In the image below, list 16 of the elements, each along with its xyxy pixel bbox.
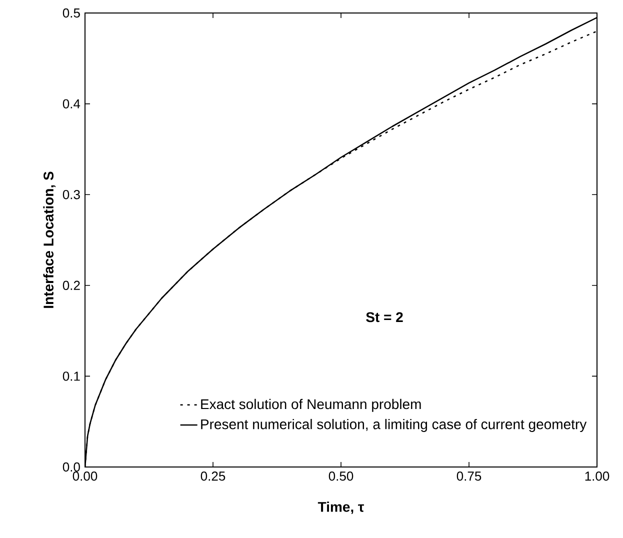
y-tick-label: 0.1 <box>62 372 80 381</box>
x-tick-label: 0.75 <box>456 472 482 481</box>
y-tick-label: 0.4 <box>62 99 80 108</box>
y-axis-title: Interface Location, S <box>43 172 56 308</box>
annotation: St = 2 <box>366 312 403 322</box>
y-tick-label: 0.0 <box>62 462 80 472</box>
legend-label: Present numerical solution, a limiting case of current geometry <box>201 418 587 432</box>
x-tick-label: 1.00 <box>585 472 610 481</box>
y-tick-label: 0.3 <box>62 190 80 200</box>
x-tick-label: 0.00 <box>72 472 98 481</box>
x-tick-label: 0.50 <box>328 472 354 481</box>
legend-label: Exact solution of Neumann problem <box>201 398 421 412</box>
x-axis-title: Time, τ <box>318 502 364 514</box>
y-tick-label: 0.5 <box>62 8 80 18</box>
x-tick-label: 0.25 <box>200 472 226 481</box>
y-tick-label: 0.2 <box>62 280 80 290</box>
